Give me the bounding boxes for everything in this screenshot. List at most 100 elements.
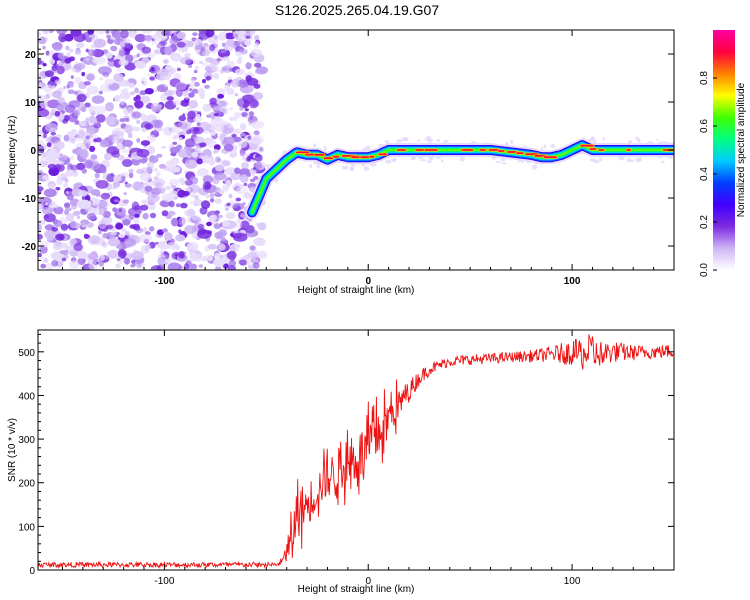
noise-blob — [235, 51, 242, 57]
noise-blob — [139, 172, 152, 182]
noise-blob — [91, 95, 105, 104]
noise-blob — [131, 111, 142, 119]
noise-blob — [175, 82, 187, 91]
noise-blob — [71, 68, 76, 73]
noise-blob — [141, 46, 152, 54]
noise-blob — [61, 257, 67, 262]
noise-blob — [209, 44, 216, 52]
noise-blob — [166, 100, 174, 106]
noise-blob — [112, 207, 118, 212]
noise-blob — [184, 53, 192, 58]
noise-blob — [179, 202, 188, 209]
noise-blob — [136, 119, 140, 124]
noise-blob — [521, 160, 524, 164]
noise-blob — [98, 77, 104, 81]
noise-blob — [216, 58, 222, 62]
noise-blob — [70, 220, 77, 229]
noise-blob — [147, 193, 160, 203]
noise-blob — [213, 112, 220, 117]
noise-blob — [234, 68, 246, 76]
colorbar-ticks: 0.0 0.2 0.4 0.6 0.8 — [699, 71, 717, 277]
noise-blob — [69, 84, 74, 88]
spectrogram-ylabel: Frequency (Hz) — [7, 116, 18, 185]
noise-blob — [222, 56, 231, 62]
noise-blob — [628, 140, 633, 143]
noise-blob — [87, 30, 95, 35]
noise-blob — [220, 236, 226, 242]
noise-blob — [74, 109, 81, 117]
noise-blob — [253, 83, 261, 89]
noise-blob — [495, 161, 501, 164]
noise-blob — [134, 60, 147, 69]
noise-blob — [197, 229, 212, 239]
noise-blob — [128, 172, 134, 179]
noise-blob — [120, 100, 125, 106]
spectrogram-xlabel: Height of straight line (km) — [298, 285, 415, 296]
noise-blob — [205, 75, 212, 81]
noise-blob — [65, 207, 72, 212]
noise-blob — [88, 49, 96, 57]
noise-blob — [156, 153, 163, 158]
noise-blob — [191, 89, 199, 94]
noise-blob — [77, 101, 85, 111]
noise-blob — [122, 219, 131, 226]
noise-blob — [38, 186, 44, 192]
noise-blob — [140, 204, 149, 211]
noise-blob — [53, 63, 60, 68]
noise-blob — [153, 130, 158, 134]
noise-blob — [231, 133, 237, 138]
noise-blob — [436, 139, 441, 142]
noise-blob — [144, 185, 153, 192]
noise-blob — [140, 114, 149, 122]
noise-blob — [188, 92, 195, 98]
noise-blob — [192, 32, 198, 36]
noise-blob — [95, 180, 109, 189]
noise-blob — [141, 199, 146, 204]
noise-blob — [74, 49, 82, 56]
noise-blob — [171, 126, 181, 133]
noise-blob — [178, 136, 183, 141]
noise-blob — [100, 192, 111, 200]
noise-blob — [87, 126, 95, 136]
noise-blob — [180, 179, 185, 186]
noise-blob — [115, 263, 121, 269]
noise-blob — [136, 138, 141, 143]
noise-blob — [218, 229, 227, 237]
noise-blob — [424, 137, 427, 141]
noise-blob — [193, 81, 200, 87]
noise-blob — [128, 253, 136, 259]
noise-blob — [53, 219, 63, 228]
noise-blob — [124, 238, 137, 247]
noise-blob — [41, 206, 54, 215]
noise-blob — [78, 190, 88, 197]
noise-blob — [98, 90, 103, 95]
noise-blob — [136, 53, 140, 58]
noise-blob — [540, 146, 544, 151]
noise-blob — [177, 46, 187, 53]
noise-blob — [164, 46, 173, 55]
noise-blob — [249, 169, 257, 175]
noise-blob — [47, 163, 57, 170]
noise-blob — [144, 231, 151, 236]
noise-blob — [102, 233, 108, 239]
noise-blob — [88, 105, 95, 113]
noise-blob — [63, 183, 69, 188]
noise-blob — [46, 142, 52, 148]
noise-blob — [93, 38, 107, 48]
noise-blob — [426, 135, 432, 141]
noise-blob — [117, 249, 127, 258]
noise-blob — [222, 64, 232, 74]
noise-blob — [53, 69, 57, 74]
noise-blob — [351, 163, 356, 167]
noise-blob — [239, 123, 247, 131]
noise-blob — [98, 208, 105, 216]
noise-blob — [67, 81, 74, 86]
noise-blob — [237, 98, 244, 107]
noise-blob — [166, 197, 170, 200]
noise-blob — [242, 202, 246, 206]
noise-blob — [43, 133, 47, 139]
noise-blob — [223, 136, 236, 145]
noise-blob — [106, 173, 116, 183]
noise-blob — [401, 137, 408, 142]
